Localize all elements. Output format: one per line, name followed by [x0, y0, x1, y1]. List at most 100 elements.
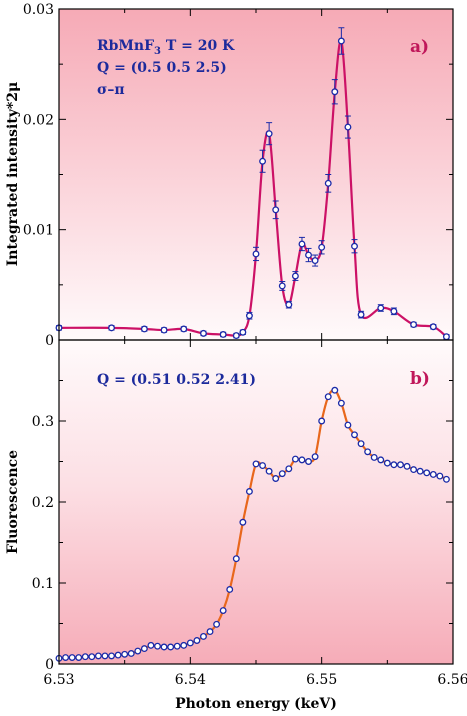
- panel-a-y-axis-label: Integrated intensity*2μ: [5, 82, 21, 267]
- panel-b-series: [55, 386, 450, 662]
- panel-a-y-tick-label: 0: [45, 333, 54, 349]
- panel-a-data-point: [429, 323, 437, 331]
- panel-a-data-point: [219, 331, 227, 338]
- panel-b-data-point: [337, 399, 345, 407]
- panel-a-data-point: [265, 130, 273, 138]
- panel-b-data-point: [272, 475, 280, 482]
- panel-b-data-point: [285, 465, 293, 473]
- panel-b-data-point: [232, 555, 240, 563]
- panel-b-data-point: [206, 628, 214, 636]
- panel-a-y-tick-label: 0.01: [23, 223, 54, 239]
- panel-b-label: b): [410, 369, 430, 389]
- panel-b-data-point: [416, 467, 424, 475]
- panel-b-data-point: [167, 643, 175, 651]
- panel-b-data-point: [259, 462, 267, 469]
- panel-b-x-tick-label: 6.55: [306, 672, 337, 688]
- panel-a-data-point: [252, 250, 260, 258]
- panel-a-data-point: [410, 321, 418, 329]
- panel-a-data-point: [377, 304, 385, 312]
- panel-b-data-point: [193, 637, 201, 644]
- panel-a-data-point: [331, 88, 339, 96]
- panel-a-data-point: [305, 251, 312, 259]
- panel-a-label: a): [410, 37, 429, 57]
- panel-b-y-tick-label: 0.2: [32, 495, 54, 511]
- panel-a-data-point: [160, 326, 168, 334]
- panel-b-frame: [58, 339, 454, 665]
- panel-b-plot-area: [59, 340, 453, 664]
- panel-b-data-point: [68, 654, 76, 661]
- panel-b-data-point: [357, 440, 365, 448]
- panel-b-data-point: [160, 643, 168, 651]
- panel-a-data-point: [180, 325, 188, 333]
- panel-b-x-tick-label: 6.54: [175, 672, 206, 688]
- panel-b-data-point: [127, 650, 135, 657]
- panel-a-data-point: [285, 301, 293, 309]
- panel-b-data-point: [75, 654, 83, 661]
- panel-b-data-point: [173, 642, 181, 650]
- panel-b-data-point: [62, 654, 70, 661]
- panel-a-data-point: [200, 329, 207, 337]
- panel-a-data-point: [259, 157, 267, 165]
- panel-b-data-point: [429, 471, 437, 478]
- panel-a-data-point: [278, 282, 286, 290]
- panel-b-data-point: [186, 639, 194, 647]
- panel-b-data-point: [390, 461, 398, 469]
- panel-b-data-point: [140, 645, 148, 653]
- panel-b-data-point: [88, 653, 96, 661]
- panel-b-data-point: [213, 620, 221, 628]
- panel-a-data-point: [324, 179, 332, 187]
- panel-b-data-point: [364, 448, 372, 456]
- panel-a-plot-area: [59, 9, 453, 340]
- panel-a-data-point: [140, 325, 148, 333]
- panel-a-data-point: [344, 123, 352, 131]
- panel-a-data-point: [298, 240, 306, 248]
- panel-b-y-tick-label: 0.1: [32, 576, 54, 592]
- panel-a-y-tick-label: 0.02: [23, 112, 54, 128]
- panel-a-data-point: [239, 328, 247, 336]
- panel-a-data-point: [318, 243, 326, 251]
- panel-b-data-point: [252, 460, 260, 468]
- panel-b-data-point: [403, 462, 411, 470]
- panel-a-data-point: [108, 324, 115, 332]
- panel-b-y-axis-label: Fluorescence: [5, 450, 21, 554]
- panel-b-data-point: [245, 488, 253, 495]
- panel-b-data-point: [278, 470, 286, 478]
- panel-b-data-point: [134, 647, 142, 655]
- panel-a-data-point: [357, 311, 365, 319]
- panel-b-q-label: Q = (0.51 0.52 2.41): [97, 372, 256, 388]
- panel-a-data-point: [291, 272, 299, 280]
- panel-b-data-point: [331, 386, 339, 394]
- panel-b-data-point: [298, 456, 306, 464]
- panel-b-data-point: [423, 469, 431, 477]
- panel-b-data-point: [397, 461, 404, 469]
- panel-a-data-point: [337, 37, 345, 45]
- panel-b-y-tick-label: 0.3: [32, 414, 54, 430]
- panel-b-data-point: [311, 453, 319, 461]
- panel-a-polarization-label: σ–π: [97, 82, 125, 98]
- panel-b-data-point: [81, 653, 89, 661]
- panel-b-data-point: [291, 455, 299, 463]
- panel-b-data-point: [101, 652, 109, 660]
- panel-b-data-point: [147, 641, 155, 649]
- panel-b-data-point: [436, 472, 444, 480]
- panel-a-q-label: Q = (0.5 0.5 2.5): [97, 60, 227, 76]
- panel-b-x-tick-label: 6.56: [437, 672, 467, 688]
- panel-b-data-point: [200, 633, 207, 640]
- panel-b-data-point: [442, 475, 450, 483]
- panel-b-data-point: [226, 586, 234, 593]
- panel-b-data-point: [383, 459, 391, 467]
- panel-a-data-point: [442, 333, 450, 341]
- panel-b-data-point: [410, 466, 418, 474]
- panel-b-data-point: [239, 518, 247, 526]
- panel-b-data-point: [351, 431, 358, 439]
- panel-b-data-point: [318, 417, 326, 425]
- panel-a-data-point: [390, 307, 398, 315]
- panel-a-data-point: [232, 332, 240, 340]
- panel-a-sample-label: RbMnF3 T = 20 K: [97, 38, 235, 57]
- x-axis-label: Photon energy (keV): [175, 696, 337, 712]
- panel-b-data-point: [108, 652, 115, 660]
- panel-b-data-point: [370, 454, 378, 461]
- panel-b-data-point: [154, 642, 161, 650]
- panel-b-data-point: [305, 458, 312, 465]
